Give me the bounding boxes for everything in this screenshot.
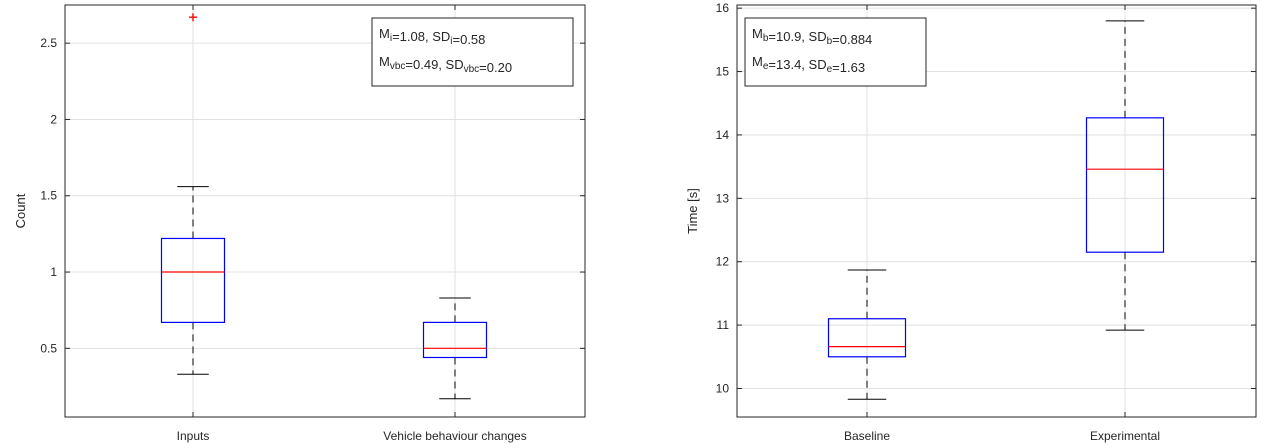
- stats-annotation-line: Mvbc=0.49, SDvbc=0.20: [379, 54, 512, 75]
- y-tick-label: 13: [716, 191, 730, 205]
- box: [827, 318, 907, 358]
- stats-annotation-line: Mi=1.08, SDi=0.58: [379, 26, 485, 47]
- x-tick-label: Baseline: [844, 429, 890, 443]
- x-tick-label: Inputs: [177, 429, 210, 443]
- x-tick-label: Vehicle behaviour changes: [383, 429, 526, 443]
- y-axis-label: Count: [13, 193, 28, 228]
- y-tick-label: 15: [716, 65, 730, 79]
- y-tick-label: 2: [50, 112, 57, 126]
- y-tick-label: 1: [50, 265, 57, 279]
- stats-annotation-line: Mb=10.9, SDb=0.884: [752, 26, 872, 47]
- y-axis-label: Time [s]: [685, 188, 700, 234]
- stats-annotation-box: [744, 17, 927, 87]
- box: [160, 237, 226, 323]
- outlier-marker: [189, 13, 197, 22]
- count-boxplot-panel: 0.5 1 1.5 2 2.5 Inputs Vehicle behaviour chang…: [13, 4, 586, 443]
- y-tick-label: 11: [717, 318, 730, 332]
- box: [1085, 117, 1165, 253]
- box: [422, 321, 488, 359]
- y-tick-label: 14: [716, 128, 730, 142]
- axes-frame: [736, 4, 1257, 418]
- y-tick-label: 2.5: [40, 36, 57, 50]
- y-tick-label: 12: [716, 255, 730, 269]
- y-tick-label: 10: [716, 381, 730, 395]
- x-tick-label: Experimental: [1090, 429, 1160, 443]
- stats-annotation-box: [371, 17, 574, 87]
- stats-annotation-line: Me=13.4, SDe=1.63: [752, 54, 865, 75]
- y-tick-label: 1.5: [40, 189, 57, 203]
- y-tick-label: 16: [716, 1, 730, 15]
- time-boxplot-panel: 10 11 12 13 14 15 16 Baseline Experimental Time […: [685, 1, 1257, 443]
- axes-frame: [64, 4, 586, 418]
- y-tick-label: 0.5: [40, 341, 57, 355]
